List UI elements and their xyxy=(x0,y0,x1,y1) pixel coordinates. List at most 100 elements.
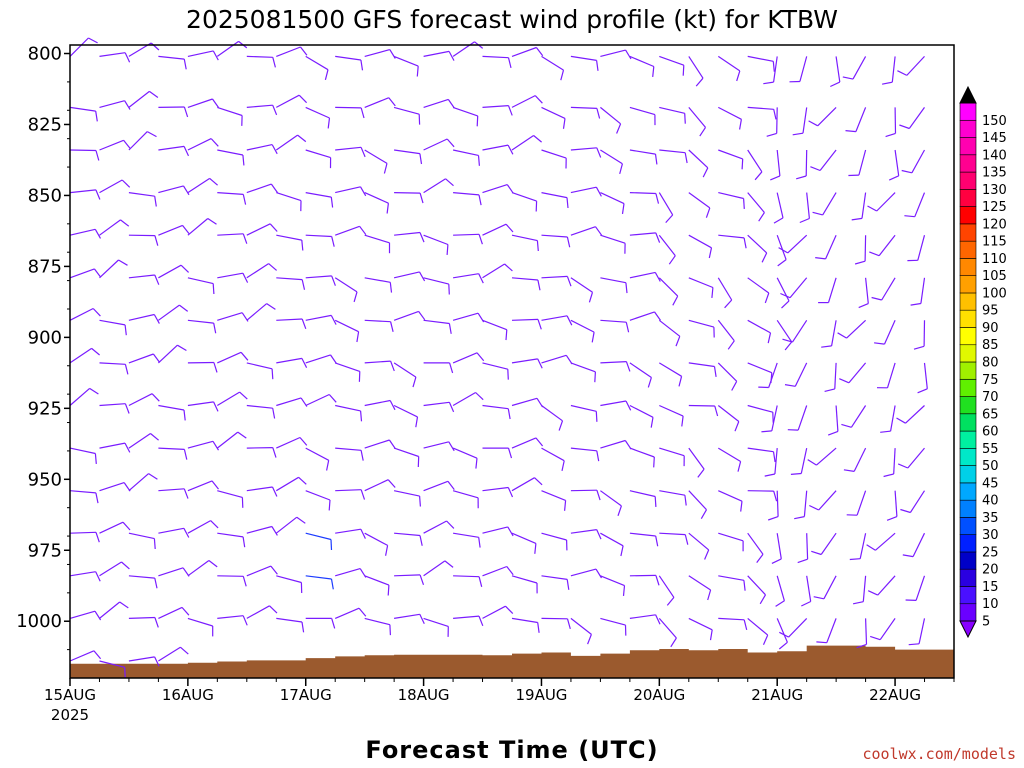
wind-barb xyxy=(764,448,778,477)
wind-barb xyxy=(541,106,566,129)
wind-barb xyxy=(837,319,867,339)
wind-barb xyxy=(811,532,837,556)
wind-barb xyxy=(99,442,131,453)
wind-barb xyxy=(718,192,745,209)
colorbar-under-triangle xyxy=(959,620,977,639)
speed-colorbar: 5 10 15 20 25 30 35 40 45 50 55 60 65 70 75 80 85 90 95 100… xyxy=(959,85,1007,639)
wind-barb xyxy=(187,560,218,577)
wind-barb xyxy=(747,532,764,563)
colorbar-label: 95 xyxy=(982,304,999,319)
wind-barb xyxy=(901,149,926,174)
y-tick-label: 975 xyxy=(28,540,62,561)
wind-barb xyxy=(658,277,679,306)
wind-barb xyxy=(541,55,565,81)
wind-barb xyxy=(275,134,307,151)
wind-barb xyxy=(797,533,809,564)
wind-barb xyxy=(335,146,366,158)
colorbar-cell xyxy=(959,534,977,553)
wind-barb xyxy=(393,55,419,77)
colorbar-cell xyxy=(959,378,977,397)
wind-barb xyxy=(821,320,837,348)
wind-barb xyxy=(768,490,779,521)
wind-barb xyxy=(158,106,189,118)
colorbar-cell xyxy=(959,396,977,415)
wind-barb xyxy=(789,56,808,83)
wind-barb xyxy=(907,235,926,262)
wind-barb xyxy=(187,617,214,637)
colorbar-label: 35 xyxy=(982,511,999,526)
wind-barb xyxy=(305,149,332,169)
wind-barb xyxy=(717,319,735,350)
wind-barb xyxy=(570,319,595,343)
wind-barb xyxy=(688,192,711,218)
colorbar-cell xyxy=(959,137,977,156)
wind-barb xyxy=(335,568,367,578)
wind-barb xyxy=(511,617,540,633)
wind-barb xyxy=(659,149,688,164)
wind-barb xyxy=(128,575,158,589)
wind-barb xyxy=(393,362,417,388)
wind-barb xyxy=(570,404,598,422)
wind-barb xyxy=(718,532,744,552)
colorbar-cell xyxy=(959,240,977,259)
wind-barb xyxy=(394,192,424,204)
wind-barb xyxy=(187,50,219,61)
wind-barb xyxy=(629,404,654,428)
wind-barb xyxy=(305,275,336,286)
wind-barb xyxy=(423,138,455,151)
colorbar-cell xyxy=(959,327,977,346)
x-tick-label: 22AUG xyxy=(869,686,921,704)
wind-barb xyxy=(758,362,778,389)
colorbar-label: 10 xyxy=(982,597,999,612)
wind-barb xyxy=(364,439,396,449)
wind-barb xyxy=(482,605,514,619)
wind-barb xyxy=(902,532,926,558)
wind-barb xyxy=(600,490,622,516)
y-tick-label: 950 xyxy=(28,469,62,490)
wind-barb xyxy=(629,106,656,126)
wind-barb xyxy=(775,575,785,607)
wind-barb xyxy=(128,192,157,207)
wind-barb xyxy=(305,393,337,407)
colorbar-cell xyxy=(959,430,977,449)
wind-barb xyxy=(770,149,781,181)
wind-barb xyxy=(482,404,511,420)
wind-barb xyxy=(688,617,713,641)
wind-barb xyxy=(600,532,624,557)
wind-barb xyxy=(423,50,455,61)
wind-barb xyxy=(688,277,714,298)
wind-barb xyxy=(717,405,740,432)
x-tick-label: 17AUG xyxy=(280,686,332,704)
wind-barb xyxy=(276,234,304,251)
wind-barb xyxy=(810,149,837,172)
wind-barb xyxy=(364,277,393,293)
wind-barb xyxy=(688,575,712,601)
wind-barb xyxy=(541,447,565,472)
wind-barb xyxy=(158,606,190,619)
wind-barb xyxy=(870,618,896,641)
colorbar-cell xyxy=(959,275,977,294)
wind-barb xyxy=(541,234,571,248)
wind-barb xyxy=(790,447,808,475)
colorbar-cell xyxy=(959,482,977,501)
wind-barb xyxy=(423,277,450,295)
wind-barb xyxy=(69,189,101,200)
colorbar-cell xyxy=(959,517,977,535)
colorbar-cell xyxy=(959,413,977,432)
y-tick-label: 1000 xyxy=(16,611,62,632)
wind-barb xyxy=(187,98,219,108)
wind-barb xyxy=(845,107,867,133)
wind-barb xyxy=(511,95,543,108)
wind-barb xyxy=(830,56,841,88)
colorbar-cell xyxy=(959,189,977,207)
wind-barb xyxy=(246,447,277,458)
wind-barb xyxy=(305,532,333,551)
wind-barb xyxy=(718,149,744,170)
wind-barb xyxy=(747,575,767,605)
wind-barb xyxy=(187,277,215,295)
wind-barb xyxy=(452,149,480,166)
wind-barb xyxy=(910,277,926,306)
wind-barb xyxy=(600,106,622,134)
colorbar-cell xyxy=(959,551,977,570)
wind-barb xyxy=(394,149,423,165)
